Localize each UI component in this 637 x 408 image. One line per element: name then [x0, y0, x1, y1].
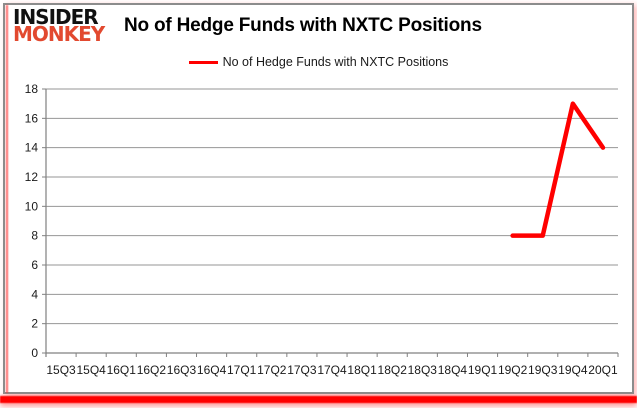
x-tick-label: 15Q3 — [46, 363, 76, 377]
x-tick-label: 16Q4 — [197, 363, 227, 377]
legend-line-swatch — [188, 60, 218, 64]
x-tick-label: 16Q2 — [137, 363, 167, 377]
y-tick-label: 16 — [25, 111, 39, 125]
logo-insider-text: INSIDER — [13, 5, 99, 29]
y-tick-label: 14 — [25, 141, 39, 155]
x-tick-label: 19Q2 — [498, 363, 528, 377]
series-line — [510, 101, 606, 238]
y-tick-label: 2 — [31, 317, 38, 331]
y-tick-label: 10 — [25, 199, 39, 213]
y-tick-label: 18 — [25, 82, 39, 96]
x-tick-label: 17Q3 — [287, 363, 317, 377]
x-tick-label: 17Q1 — [227, 363, 257, 377]
x-tick-label: 16Q1 — [107, 363, 137, 377]
red-bottom-bar — [0, 396, 637, 403]
red-left-stripe — [6, 5, 8, 393]
legend: No of Hedge Funds with NXTC Positions — [0, 55, 637, 69]
x-tick-label: 20Q1 — [588, 363, 618, 377]
x-tick-label: 18Q4 — [438, 363, 468, 377]
y-tick-label: 6 — [31, 258, 38, 272]
y-tick-label: 12 — [25, 170, 39, 184]
y-tick-label: 8 — [31, 229, 38, 243]
insider-monkey-logo: INSIDER MONKEY — [13, 5, 105, 46]
legend-label: No of Hedge Funds with NXTC Positions — [222, 55, 449, 69]
x-tick-label: 18Q3 — [408, 363, 438, 377]
logo-monkey-text: MONKEY — [13, 22, 105, 46]
x-tick-label: 19Q1 — [468, 363, 498, 377]
x-tick-label: 19Q4 — [558, 363, 588, 377]
x-tick-label: 18Q2 — [378, 363, 408, 377]
x-tick-label: 17Q4 — [317, 363, 347, 377]
x-tick-label: 15Q4 — [76, 363, 106, 377]
x-tick-label: 19Q3 — [528, 363, 558, 377]
chart-title: No of Hedge Funds with NXTC Positions — [124, 15, 482, 36]
x-tick-label: 17Q2 — [257, 363, 287, 377]
x-tick-label: 18Q1 — [347, 363, 377, 377]
y-tick-label: 0 — [31, 346, 38, 360]
x-tick-label: 16Q3 — [167, 363, 197, 377]
y-tick-label: 4 — [31, 287, 38, 301]
chart-frame — [3, 3, 634, 394]
